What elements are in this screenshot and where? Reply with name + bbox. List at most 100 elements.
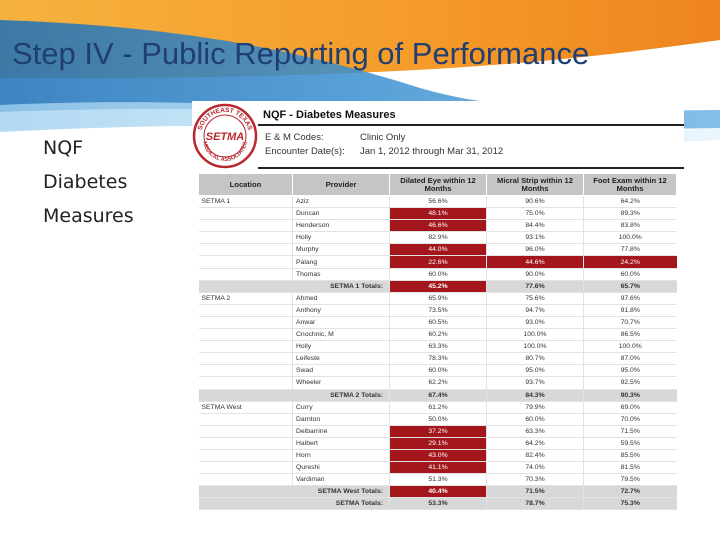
table-row: Vardiman 51.3% 70.3% 79.5% <box>198 473 677 487</box>
table-row: SETMA 1 Aziz 56.6% 90.6% 64.2% <box>198 195 677 209</box>
codes-value: Clinic Only <box>360 132 406 143</box>
value-cell: 93.0% <box>486 316 584 330</box>
column-header: Dilated Eye within 12 Months <box>389 173 487 196</box>
provider-cell: Duncan <box>292 207 390 221</box>
grand-totals-label: SETMA Totals: <box>198 497 390 511</box>
value-cell: 95.0% <box>583 364 677 378</box>
provider-cell: Anwar <box>292 316 390 330</box>
totals-row: SETMA 1 Totals: 45.2% 77.6% 65.7% <box>198 280 677 293</box>
value-cell: 100.0% <box>486 340 584 354</box>
value-cell: 48.1% <box>389 207 487 221</box>
table-body: SETMA 1 Aziz 56.6% 90.6% 64.2% Duncan 48.1% 75.… <box>198 195 677 511</box>
totals-row: SETMA West Totals: 40.4% 71.5% 72.7% <box>198 485 677 499</box>
table-row: Palang 22.6% 44.6% 24.2% <box>198 255 677 269</box>
provider-cell: Qureshi <box>292 461 390 475</box>
grand-totals-value: 75.3% <box>583 497 677 511</box>
side-caption-line: Measures <box>43 205 134 227</box>
location-cell <box>198 364 293 378</box>
report-title: NQF - Diabetes Measures <box>263 109 396 121</box>
value-cell: 75.0% <box>486 207 584 221</box>
totals-row: SETMA 2 Totals: 67.4% 84.3% 90.3% <box>198 389 677 402</box>
measures-table: Location Provider Dilated Eye within 12 … <box>198 173 677 511</box>
totals-label: SETMA 2 Totals: <box>198 389 390 402</box>
location-cell <box>198 231 293 245</box>
value-cell: 60.2% <box>389 328 487 342</box>
value-cell: 97.6% <box>583 292 677 305</box>
table-row: Duncan 48.1% 75.0% 89.3% <box>198 207 677 221</box>
value-cell: 100.0% <box>583 231 677 245</box>
provider-cell: Vardiman <box>292 473 390 487</box>
provider-cell: Holly <box>292 340 390 354</box>
provider-cell: Aziz <box>292 195 390 209</box>
value-cell: 63.3% <box>389 340 487 354</box>
table-header-row: Location Provider Dilated Eye within 12 … <box>198 173 677 196</box>
table-row: Swad 60.0% 95.0% 95.0% <box>198 364 677 378</box>
location-cell <box>198 304 293 317</box>
value-cell: 73.5% <box>389 304 487 317</box>
table-row: Cnochnic, M 60.2% 100.0% 86.5% <box>198 328 677 342</box>
value-cell: 22.6% <box>389 255 487 269</box>
table-row: Qureshi 41.1% 74.0% 81.5% <box>198 461 677 475</box>
value-cell: 29.1% <box>389 437 487 450</box>
totals-value: 90.3% <box>583 389 677 402</box>
value-cell: 83.8% <box>583 219 677 233</box>
location-cell <box>198 437 293 450</box>
value-cell: 64.2% <box>583 195 677 209</box>
provider-cell: Delbarrine <box>292 425 390 438</box>
value-cell: 79.9% <box>486 401 584 414</box>
table-row: Murphy 44.0% 96.0% 77.8% <box>198 243 677 257</box>
value-cell: 77.8% <box>583 243 677 257</box>
value-cell: 59.5% <box>583 437 677 450</box>
divider <box>258 124 684 126</box>
value-cell: 95.0% <box>486 364 584 378</box>
value-cell: 51.3% <box>389 473 487 487</box>
value-cell: 70.3% <box>486 473 584 487</box>
totals-value: 45.2% <box>389 280 487 293</box>
header-banner <box>0 0 720 150</box>
value-cell: 90.0% <box>486 268 584 281</box>
location-cell: SETMA 1 <box>198 195 293 209</box>
value-cell: 93.7% <box>486 376 584 390</box>
value-cell: 89.3% <box>583 207 677 221</box>
location-cell <box>198 425 293 438</box>
table-row: Anwar 60.5% 93.0% 70.7% <box>198 316 677 330</box>
location-cell <box>198 376 293 390</box>
provider-cell: Henderson <box>292 219 390 233</box>
table-row: Wheeler 62.2% 93.7% 92.5% <box>198 376 677 390</box>
date-value: Jan 1, 2012 through Mar 31, 2012 <box>360 146 504 157</box>
value-cell: 60.0% <box>389 268 487 281</box>
value-cell: 84.4% <box>486 219 584 233</box>
location-cell <box>198 340 293 354</box>
value-cell: 91.8% <box>583 304 677 317</box>
side-caption-line: Diabetes <box>43 171 128 193</box>
value-cell: 60.0% <box>389 364 487 378</box>
location-cell: SETMA 2 <box>198 292 293 305</box>
value-cell: 64.2% <box>486 437 584 450</box>
location-cell <box>198 243 293 257</box>
slide-title: Step IV - Public Reporting of Performanc… <box>12 36 590 71</box>
value-cell: 37.2% <box>389 425 487 438</box>
table-row: Darnton 50.0% 60.0% 70.0% <box>198 413 677 426</box>
location-cell <box>198 316 293 330</box>
provider-cell: Leifeste <box>292 352 390 366</box>
value-cell: 82.4% <box>486 449 584 463</box>
location-cell <box>198 461 293 475</box>
location-cell <box>198 413 293 426</box>
value-cell: 100.0% <box>486 328 584 342</box>
codes-label: E & M Codes: <box>265 132 324 143</box>
value-cell: 71.5% <box>583 425 677 438</box>
column-header: Micral Strip within 12 Months <box>486 173 584 196</box>
column-header: Provider <box>292 173 390 196</box>
table-row: Holly 63.3% 100.0% 100.0% <box>198 340 677 354</box>
setma-logo: SOUTHEAST TEXAS SETMA MEDICAL ASSOCIATES <box>192 103 258 169</box>
value-cell: 41.1% <box>389 461 487 475</box>
value-cell: 62.2% <box>389 376 487 390</box>
provider-cell: Curry <box>292 401 390 414</box>
table-row: SETMA West Curry 61.2% 79.9% 69.0% <box>198 401 677 414</box>
value-cell: 60.0% <box>583 268 677 281</box>
value-cell: 87.0% <box>583 352 677 366</box>
location-cell <box>198 219 293 233</box>
location-cell <box>198 473 293 487</box>
value-cell: 74.0% <box>486 461 584 475</box>
logo-wordmark: SETMA <box>206 131 245 143</box>
